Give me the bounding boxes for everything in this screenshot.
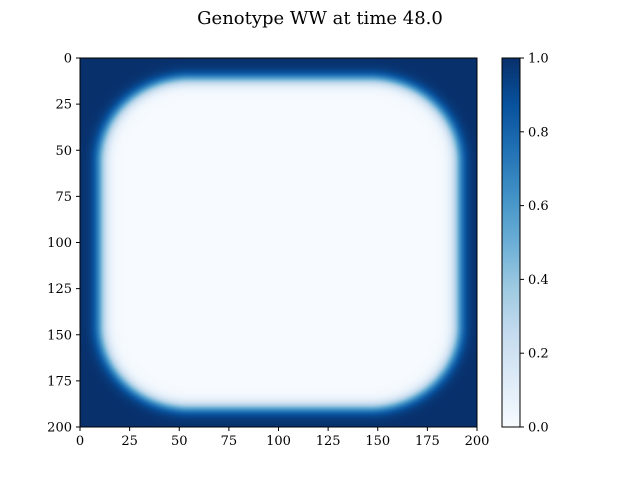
y-tick-label: 0 [64,52,72,67]
colorbar-ticks: 0.0 0.2 0.4 0.6 0.8 1.0 [520,52,549,436]
x-tick-label: 75 [221,434,238,449]
colorbar-tick-label: 0.6 [528,199,549,214]
y-tick-label: 175 [47,374,72,389]
x-tick-label: 25 [121,434,138,449]
heatmap-plot [79,57,478,428]
colorbar-gradient [501,57,521,428]
x-tick-label: 0 [76,434,84,449]
chart-title: Genotype WW at time 48.0 [197,8,443,29]
y-tick-label: 125 [47,282,72,297]
x-tick-label: 50 [171,434,188,449]
colorbar-tick-label: 1.0 [528,52,549,67]
y-tick-label: 100 [47,236,72,251]
x-tick-label: 100 [266,434,291,449]
y-tick-label: 200 [47,421,72,436]
x-tick-label: 200 [465,434,490,449]
colorbar-tick-label: 0.8 [528,125,549,140]
colorbar-tick-label: 0.0 [528,421,549,436]
colorbar-tick-label: 0.2 [528,347,549,362]
y-tick-label: 75 [55,190,72,205]
y-tick-label: 150 [47,328,72,343]
y-tick-label: 25 [55,98,72,113]
heatmap-image [80,58,477,427]
colorbar: 0.0 0.2 0.4 0.6 0.8 1.0 [501,52,549,436]
x-tick-label: 150 [365,434,390,449]
y-tick-label: 50 [55,144,72,159]
x-axis: 0 25 50 75 100 125 150 175 200 [76,427,490,449]
colorbar-tick-label: 0.4 [528,273,549,288]
x-tick-label: 125 [316,434,341,449]
y-axis: 0 25 50 75 100 125 150 175 200 [47,52,80,436]
x-tick-label: 175 [415,434,440,449]
